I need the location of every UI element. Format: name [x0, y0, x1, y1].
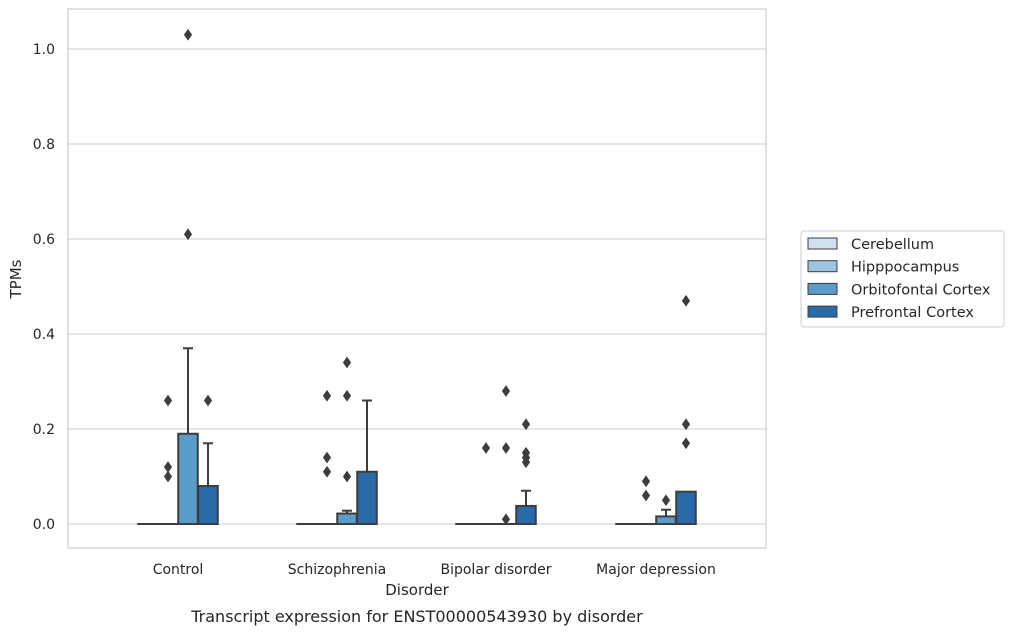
outlier-point: [501, 442, 511, 454]
box-rect: [336, 512, 358, 525]
y-tick-label: 0.6: [33, 232, 55, 248]
box-3-3: [675, 294, 697, 526]
legend-swatch: [807, 260, 838, 273]
legend-frame: [800, 230, 1005, 328]
legend-label: Cerebellum: [851, 237, 934, 253]
box-0-1: [157, 394, 179, 526]
y-tick-label: 0.4: [33, 327, 55, 343]
legend-label: Hipppocampus: [851, 260, 959, 276]
plot-frame: [67, 8, 767, 549]
y-tick-label: 1.0: [33, 42, 55, 58]
box-rect: [655, 515, 677, 526]
outlier-point: [342, 470, 352, 483]
legend-swatch: [807, 305, 838, 318]
box-rect: [515, 504, 537, 526]
outlier-point: [521, 418, 531, 431]
outlier-point: [342, 356, 352, 369]
outlier-point: [163, 461, 173, 473]
outlier-point: [481, 442, 491, 454]
box-rect: [177, 432, 199, 525]
y-tick-label: 0.0: [33, 517, 55, 533]
outlier-point: [342, 389, 352, 402]
box-rect: [197, 485, 219, 525]
legend-swatch: [807, 282, 838, 295]
outlier-point: [501, 513, 511, 526]
outlier-point: [641, 489, 651, 502]
outlier-point: [661, 494, 671, 507]
box-3-1: [635, 475, 657, 526]
outlier-point: [183, 28, 193, 41]
x-tick-labels: Control Schizophrenia Bipolar disorder Majo…: [153, 562, 716, 578]
y-axis-label: TPMs: [7, 259, 25, 299]
chart-caption: Transcript expression for ENST0000054393…: [190, 607, 643, 626]
box-rect: [675, 490, 697, 526]
outlier-point: [322, 465, 332, 478]
outlier-point: [681, 437, 691, 450]
legend-label: Prefrontal Cortex: [851, 305, 974, 321]
box-0-2: [177, 28, 199, 525]
outlier-point: [163, 470, 173, 483]
outlier-point: [203, 394, 213, 407]
x-axis-label: Disorder: [385, 581, 449, 599]
x-tick-label: Bipolar disorder: [440, 562, 551, 578]
y-tick-label: 0.2: [33, 422, 55, 438]
legend-label: Orbitofontal Cortex: [851, 282, 991, 298]
y-tick-label: 0.8: [33, 137, 55, 153]
box-0-3: [197, 394, 219, 525]
legend: Cerebellum Hipppocampus Orbitofontal Corte…: [800, 230, 1005, 328]
box-1-3: [356, 399, 378, 525]
x-tick-label: Major depression: [596, 562, 716, 578]
outlier-point: [521, 451, 531, 464]
outlier-point: [322, 389, 332, 402]
outlier-point: [322, 451, 332, 464]
outlier-point: [183, 228, 193, 241]
x-tick-label: Control: [153, 562, 204, 578]
outlier-point: [681, 418, 691, 431]
box-rect: [356, 470, 378, 525]
outlier-point: [501, 385, 511, 397]
outlier-point: [641, 475, 651, 488]
x-tick-label: Schizophrenia: [288, 562, 386, 578]
box-series: [137, 28, 697, 526]
box-3-2: [655, 494, 677, 526]
y-tick-labels: 0.0 0.2 0.4 0.6 0.8 1.0: [33, 42, 55, 533]
outlier-point: [681, 294, 691, 307]
legend-swatch: [807, 237, 838, 250]
outlier-point: [163, 394, 173, 407]
box-2-3: [515, 418, 537, 526]
